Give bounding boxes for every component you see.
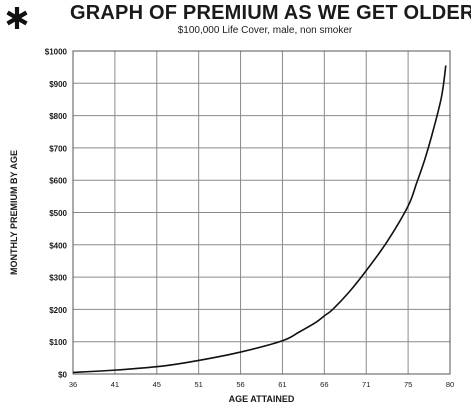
- x-tick-label: 66: [320, 380, 328, 389]
- chart-subtitle: $100,000 Life Cover, male, non smoker: [177, 25, 353, 36]
- premium-series-line: [72, 65, 447, 374]
- y-tick-label: $700: [49, 144, 67, 153]
- x-axis-title: AGE ATTAINED: [229, 394, 295, 404]
- x-tick-label: 75: [404, 380, 412, 389]
- x-tick-label: 56: [236, 380, 244, 389]
- y-tick-label: $0: [58, 371, 67, 380]
- x-tick-label: 41: [111, 380, 119, 389]
- x-tick-label: 36: [69, 380, 77, 389]
- x-tick-label: 61: [278, 380, 286, 389]
- y-tick-label: $600: [49, 177, 67, 186]
- y-tick-label: $200: [49, 306, 67, 315]
- y-axis-title: MONTHLY PREMIUM BY AGE: [9, 150, 19, 275]
- x-tick-label: 80: [446, 380, 454, 389]
- y-tick-label: $900: [49, 80, 67, 89]
- asterisk-icon: [6, 7, 28, 29]
- y-tick-label: $300: [49, 274, 67, 283]
- chart-title: GRAPH OF PREMIUM AS WE GET OLDER: [70, 2, 471, 24]
- y-tick-label: $800: [49, 112, 67, 121]
- x-tick-label: 45: [153, 380, 161, 389]
- x-tick-label: 51: [194, 380, 202, 389]
- y-tick-label: $500: [49, 209, 67, 218]
- y-tick-label: $400: [49, 241, 67, 250]
- y-tick-label: $1000: [45, 48, 68, 57]
- plot-frame: [72, 50, 451, 375]
- y-tick-label: $100: [49, 338, 67, 347]
- x-tick-label: 71: [362, 380, 370, 389]
